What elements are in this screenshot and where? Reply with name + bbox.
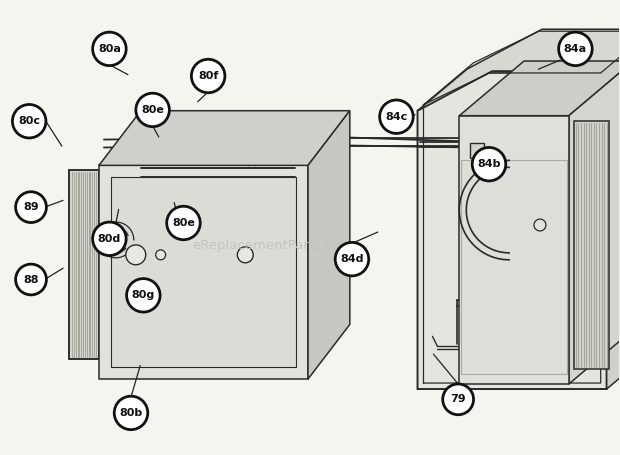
Polygon shape [459,61,620,116]
Text: 80d: 80d [98,234,121,244]
Text: 84b: 84b [477,159,501,169]
Text: eReplacementParts.com: eReplacementParts.com [192,239,354,252]
Circle shape [472,147,506,181]
Circle shape [114,396,148,430]
Circle shape [126,278,160,312]
Polygon shape [417,29,620,111]
Circle shape [443,384,474,415]
Circle shape [534,219,546,231]
Polygon shape [574,121,609,369]
Polygon shape [417,71,606,389]
Polygon shape [99,111,350,165]
Circle shape [167,206,200,240]
Circle shape [16,264,46,295]
Text: 80a: 80a [98,44,121,54]
Polygon shape [111,177,296,367]
Polygon shape [308,111,350,379]
Circle shape [156,250,166,260]
Circle shape [12,105,46,138]
Text: 80g: 80g [131,290,155,300]
Circle shape [559,32,592,66]
Polygon shape [459,116,569,384]
Polygon shape [69,170,99,359]
Polygon shape [606,29,620,389]
Text: 80b: 80b [120,408,143,418]
Circle shape [237,247,253,263]
Polygon shape [99,165,308,379]
Circle shape [16,192,46,222]
Circle shape [136,93,169,126]
FancyBboxPatch shape [471,142,484,158]
Text: 84c: 84c [385,112,407,121]
Circle shape [126,245,146,265]
Polygon shape [461,161,567,374]
Text: 79: 79 [450,394,466,404]
Circle shape [192,59,225,93]
Text: 80c: 80c [18,116,40,126]
Text: 84d: 84d [340,254,364,264]
Circle shape [92,222,126,256]
Text: 80e: 80e [172,218,195,228]
Polygon shape [569,61,620,384]
Circle shape [335,243,369,276]
Circle shape [92,32,126,66]
Text: 80f: 80f [198,71,218,81]
Text: 88: 88 [24,274,39,284]
Text: 84a: 84a [564,44,587,54]
Text: 89: 89 [23,202,39,212]
Circle shape [379,100,413,133]
Text: 80e: 80e [141,105,164,115]
